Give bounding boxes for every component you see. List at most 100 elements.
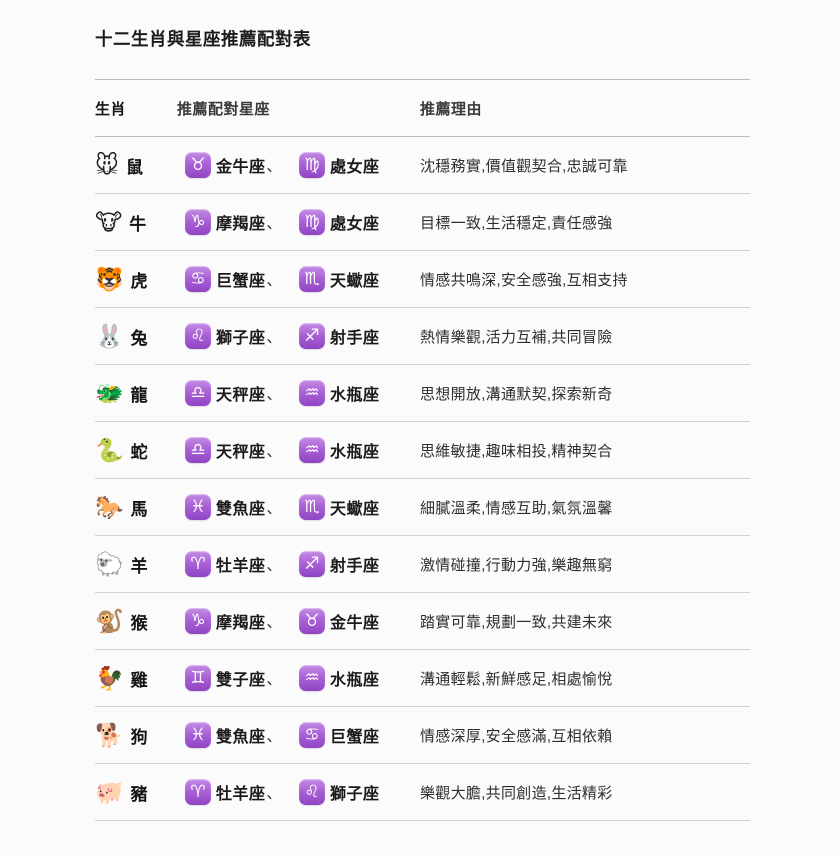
signs-cell: ♈ 牡羊座 、 ♐ 射手座 <box>177 551 420 577</box>
reason-cell: 樂觀大膽,共同創造,生活精彩 <box>420 782 750 803</box>
table-row: 🐖 豬 ♈ 牡羊座 、 ♌ 獅子座 樂觀大膽,共同創造,生活精彩 <box>95 764 750 821</box>
reason-cell: 沈穩務實,價值觀契合,忠誠可靠 <box>420 155 750 176</box>
animal-cell: 🐕 狗 <box>95 722 177 748</box>
zodiac-sign-label: 雙子座 <box>216 672 266 689</box>
sign-group-1: ♓ 雙魚座 、 <box>185 494 299 520</box>
animal-label: 猴 <box>130 613 149 633</box>
zodiac-sign-label: 射手座 <box>330 558 380 575</box>
signs-cell: ♎ 天秤座 、 ♒ 水瓶座 <box>177 437 420 463</box>
animal-cell: 🐖 豬 <box>95 779 177 805</box>
table-row: 🐕 狗 ♓ 雙魚座 、 ♋ 巨蟹座 情感深厚,安全感滿,互相依賴 <box>95 707 750 764</box>
reason-cell: 溝通輕鬆,新鮮感足,相處愉悅 <box>420 668 750 689</box>
animal-label: 羊 <box>130 556 149 576</box>
sign-group-2: ♍ 處女座 <box>299 209 380 235</box>
zodiac-sign-label: 牡羊座 <box>216 786 266 803</box>
sign-group-2: ♐ 射手座 <box>299 323 380 349</box>
signs-cell: ♈ 牡羊座 、 ♌ 獅子座 <box>177 779 420 805</box>
animal-label: 蛇 <box>130 442 149 462</box>
zodiac-sign-label: 水瓶座 <box>330 444 380 461</box>
animal-emoji-icon: 🐖 <box>95 779 124 805</box>
table-row: 🐯 虎 ♋ 巨蟹座 、 ♏ 天蠍座 情感共鳴深,安全感強,互相支持 <box>95 251 750 308</box>
sign-group-2: ♒ 水瓶座 <box>299 665 380 691</box>
zodiac-sign-icon: ♑ <box>185 209 211 235</box>
animal-cell: 🐯 虎 <box>95 266 177 292</box>
zodiac-match-table: 生肖 推薦配對星座 推薦理由 🐭 鼠 ♉ 金牛座 、 ♍ 處女座 沈穩務實,價值… <box>95 79 750 821</box>
zodiac-sign-icon: ♐ <box>299 551 325 577</box>
header-signs: 推薦配對星座 <box>177 100 271 118</box>
zodiac-sign-label: 天秤座 <box>216 444 266 461</box>
animal-cell: 🐎 馬 <box>95 494 177 520</box>
animal-label: 狗 <box>130 727 149 747</box>
reason-cell: 情感深厚,安全感滿,互相依賴 <box>420 725 750 746</box>
table-row: 🐭 鼠 ♉ 金牛座 、 ♍ 處女座 沈穩務實,價值觀契合,忠誠可靠 <box>95 137 750 194</box>
zodiac-sign-label: 摩羯座 <box>216 615 266 632</box>
animal-label: 牛 <box>129 214 147 234</box>
zodiac-sign-icon: ♉ <box>185 152 211 178</box>
reason-text: 思維敏捷,趣味相投,精神契合 <box>420 442 613 460</box>
zodiac-sign-label: 天蠍座 <box>330 501 380 518</box>
zodiac-sign-icon: ♍ <box>299 152 325 178</box>
sign-group-2: ♏ 天蠍座 <box>299 494 380 520</box>
zodiac-sign-icon: ♒ <box>299 665 325 691</box>
zodiac-sign-icon: ♌ <box>185 323 211 349</box>
zodiac-sign-icon: ♏ <box>299 494 325 520</box>
animal-cell: 🐲 龍 <box>95 380 177 406</box>
signs-cell: ♉ 金牛座 、 ♍ 處女座 <box>177 152 420 178</box>
table-row: 🐮 牛 ♑ 摩羯座 、 ♍ 處女座 目標一致,生活穩定,責任感強 <box>95 194 750 251</box>
sign-group-1: ♓ 雙魚座 、 <box>185 722 299 748</box>
sign-group-1: ♈ 牡羊座 、 <box>185 779 299 805</box>
animal-emoji-icon: 🐑 <box>95 551 124 577</box>
table-row: 🐑 羊 ♈ 牡羊座 、 ♐ 射手座 激情碰撞,行動力強,樂趣無窮 <box>95 536 750 593</box>
zodiac-sign-icon: ♉ <box>299 608 325 634</box>
animal-label: 雞 <box>130 670 149 690</box>
sign-group-2: ♐ 射手座 <box>299 551 380 577</box>
zodiac-sign-label: 巨蟹座 <box>216 273 266 290</box>
zodiac-sign-icon: ♍ <box>299 209 325 235</box>
zodiac-sign-icon: ♈ <box>185 551 211 577</box>
zodiac-sign-label: 金牛座 <box>330 615 380 632</box>
separator-text: 、 <box>266 157 282 175</box>
signs-cell: ♎ 天秤座 、 ♒ 水瓶座 <box>177 380 420 406</box>
animal-cell: 🐰 兔 <box>95 323 177 349</box>
reason-text: 思想開放,溝通默契,探索新奇 <box>420 385 613 403</box>
sign-group-1: ♑ 摩羯座 、 <box>185 209 299 235</box>
table-row: 🐲 龍 ♎ 天秤座 、 ♒ 水瓶座 思想開放,溝通默契,探索新奇 <box>95 365 750 422</box>
separator-text: 、 <box>266 442 282 460</box>
signs-cell: ♌ 獅子座 、 ♐ 射手座 <box>177 323 420 349</box>
separator-text: 、 <box>266 613 282 631</box>
zodiac-sign-label: 射手座 <box>330 330 380 347</box>
zodiac-sign-icon: ♒ <box>299 380 325 406</box>
reason-cell: 思維敏捷,趣味相投,精神契合 <box>420 440 750 461</box>
animal-cell: 🐒 猴 <box>95 608 177 634</box>
reason-text: 目標一致,生活穩定,責任感強 <box>420 214 613 232</box>
zodiac-sign-icon: ♓ <box>185 722 211 748</box>
animal-cell: 🐓 雞 <box>95 665 177 691</box>
animal-label: 馬 <box>130 499 149 519</box>
signs-cell: ♓ 雙魚座 、 ♋ 巨蟹座 <box>177 722 420 748</box>
reason-cell: 熱情樂觀,活力互補,共同冒險 <box>420 326 750 347</box>
header-animal: 生肖 <box>95 100 127 118</box>
animal-emoji-icon: 🐮 <box>95 209 123 235</box>
zodiac-sign-label: 獅子座 <box>216 330 266 347</box>
zodiac-sign-label: 金牛座 <box>216 159 266 176</box>
zodiac-sign-icon: ♒ <box>299 437 325 463</box>
reason-text: 踏實可靠,規劃一致,共建未來 <box>420 613 613 631</box>
animal-label: 兔 <box>130 328 149 348</box>
zodiac-sign-label: 牡羊座 <box>216 558 266 575</box>
zodiac-sign-icon: ♋ <box>299 722 325 748</box>
animal-label: 龍 <box>130 385 149 405</box>
table-row: 🐒 猴 ♑ 摩羯座 、 ♉ 金牛座 踏實可靠,規劃一致,共建未來 <box>95 593 750 650</box>
reason-text: 樂觀大膽,共同創造,生活精彩 <box>420 784 613 802</box>
zodiac-sign-icon: ♎ <box>185 437 211 463</box>
zodiac-sign-icon: ♏ <box>299 266 325 292</box>
sign-group-2: ♒ 水瓶座 <box>299 380 380 406</box>
table-header-row: 生肖 推薦配對星座 推薦理由 <box>95 80 750 137</box>
sign-group-1: ♋ 巨蟹座 、 <box>185 266 299 292</box>
separator-text: 、 <box>266 271 282 289</box>
zodiac-sign-label: 巨蟹座 <box>330 729 380 746</box>
animal-emoji-icon: 🐭 <box>95 152 119 178</box>
sign-group-2: ♌ 獅子座 <box>299 779 380 805</box>
table-row: 🐓 雞 ♊ 雙子座 、 ♒ 水瓶座 溝通輕鬆,新鮮感足,相處愉悅 <box>95 650 750 707</box>
separator-text: 、 <box>266 556 282 574</box>
animal-cell: 🐭 鼠 <box>95 152 177 178</box>
